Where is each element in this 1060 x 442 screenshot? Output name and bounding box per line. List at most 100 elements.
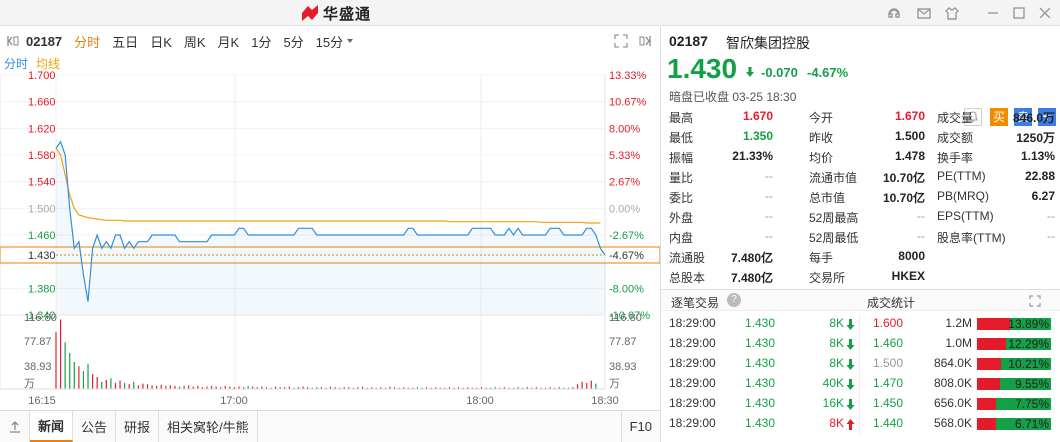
intraday-chart[interactable]: 分时 均线 1.700 13.33% 1.660 10.67% 1.620 8.00% 1.58… (0, 55, 661, 410)
stat-price: 1.450 (873, 396, 904, 410)
legend-price: 分时 (4, 57, 28, 71)
mail-icon[interactable] (916, 5, 932, 21)
chart-toolbar: 02187 分时 五日 日K 周K 月K 1分 5分 15分 (0, 27, 660, 55)
quote-name: 智欣集团控股 (726, 35, 810, 51)
stat-volume: 864.0K (933, 356, 972, 370)
stat-value: 1.478 (894, 149, 925, 163)
tab-news[interactable]: 新闻 (30, 411, 74, 442)
f10-button[interactable]: F10 (620, 411, 660, 442)
stat-value: -- (917, 209, 925, 223)
tab-1min[interactable]: 1分 (251, 34, 272, 50)
stat-label: 流通股 (669, 251, 706, 265)
time-tick-label: 17:00 (220, 395, 248, 407)
stat-value: 22.88 (1024, 169, 1055, 183)
tab-five-day[interactable]: 五日 (112, 34, 139, 50)
trade-row: 18:29:00 1.430 40K 1.470 808.0K 9.55% (661, 374, 1060, 394)
trade-time: 18:29:00 (669, 376, 716, 390)
price-tick-label: 1.540 (28, 177, 56, 189)
tab-timeshare[interactable]: 分时 (74, 34, 101, 50)
arrow-down-icon (846, 319, 855, 330)
stat-value: 21.33% (732, 149, 773, 163)
upload-icon[interactable] (0, 411, 30, 442)
trade-volume: 8K (829, 356, 844, 370)
fullscreen-icon[interactable] (614, 34, 628, 48)
stat-value: 7.480亿 (730, 271, 773, 285)
close-icon[interactable] (1037, 5, 1053, 21)
headset-icon[interactable] (886, 5, 902, 21)
trades-header: 逐笔交易 ? 成交统计 (661, 289, 1060, 311)
trade-price: 1.430 (745, 356, 776, 370)
tab-research[interactable]: 研报 (116, 411, 160, 442)
stat-value: 8000 (898, 249, 925, 263)
arrow-down-icon (846, 399, 855, 410)
stat-value: 6.27 (1031, 189, 1055, 203)
stat-value: 1.500 (894, 129, 925, 143)
chevron-down-icon[interactable] (345, 36, 355, 46)
chart-svg[interactable]: 分时 均线1.700 13.33% 1.660 10.67% 1.620 8.00% 1.58… (0, 55, 661, 410)
pct-tick-label: 0.00% (609, 203, 640, 215)
trade-row: 18:29:00 1.430 8K 1.440 568.0K 6.71% (661, 414, 1060, 434)
stat-value: -- (765, 189, 773, 203)
tab-week-k[interactable]: 周K (183, 34, 206, 50)
stat-label: 52周最高 (809, 211, 859, 225)
tab-5min[interactable]: 5分 (283, 34, 304, 50)
tab-month-k[interactable]: 月K (217, 34, 240, 50)
stat-value: 1.13% (1020, 149, 1055, 163)
price-tick-label: 1.500 (28, 203, 56, 215)
stat-value: 7.480亿 (730, 251, 773, 265)
trade-price: 1.430 (745, 416, 776, 430)
stat-value: 1.670 (894, 109, 925, 123)
stat-volume: 1.0M (945, 336, 972, 350)
brand-logo-icon (302, 5, 318, 21)
minimize-icon[interactable] (985, 5, 1001, 21)
volume-pct-label: 6.71% (1014, 417, 1049, 431)
trade-volume: 16K (822, 396, 844, 410)
stat-value: 10.70亿 (882, 191, 925, 205)
tab-day-k[interactable]: 日K (150, 34, 172, 50)
expand-icon[interactable] (1029, 295, 1041, 307)
stat-volume: 1.2M (945, 316, 972, 330)
volume-pct-bar: 10.21% (977, 357, 1051, 371)
price-line (55, 140, 606, 302)
trade-volume: 40K (822, 376, 844, 390)
app-logo: 华盛通 (300, 3, 371, 23)
pct-tick-label: 13.33% (609, 70, 647, 82)
sell-button[interactable]: 卖 (1014, 108, 1032, 126)
alert-bell-icon[interactable] (964, 108, 982, 126)
help-icon[interactable]: ? (727, 293, 741, 307)
tab-15min[interactable]: 15分 (315, 34, 344, 50)
stat-value: -- (917, 229, 925, 243)
stat-label: 最高 (669, 111, 694, 125)
tab-announcements[interactable]: 公告 (73, 411, 117, 442)
volume-tick-label-right: 77.87 (609, 336, 637, 348)
stat-label: 今开 (809, 111, 834, 125)
add-watchlist-button[interactable]: + (1038, 108, 1056, 126)
legend-avg: 均线 (36, 57, 60, 71)
price-tick-label: 1.430 (28, 250, 56, 262)
avg-line (55, 147, 601, 224)
stat-label: 量比 (669, 171, 694, 185)
shirt-icon[interactable] (944, 5, 960, 21)
pct-tick-label: -8.00% (609, 283, 644, 295)
volume-tick-label-right: 116.80 (609, 312, 642, 324)
stat-label: 昨收 (809, 131, 834, 145)
stat-label: 总股本 (669, 271, 706, 285)
stat-label: 成交量 (937, 111, 974, 125)
bottom-tabs: 新闻 公告 研报 相关窝轮/牛熊 F10 (0, 410, 660, 442)
price-tick-label: 1.660 (28, 97, 56, 109)
stat-label: 股息率(TTM) (937, 231, 1006, 245)
tab-warrants[interactable]: 相关窝轮/牛熊 (159, 411, 258, 442)
stat-label: 总市值 (809, 191, 846, 205)
stat-value: -- (765, 209, 773, 223)
pct-tick-label: -2.67% (609, 230, 644, 242)
volume-tick-label-right: 38.93 (609, 361, 637, 373)
expand-right-icon[interactable] (638, 34, 652, 48)
volume-tick-label: 万 (24, 378, 35, 390)
market-status: 暗盘已收盘 03-25 18:30 (669, 90, 797, 104)
panel-divider (660, 27, 661, 442)
maximize-icon[interactable] (1011, 5, 1027, 21)
buy-button[interactable]: 买 (990, 108, 1008, 126)
collapse-sidebar-icon[interactable] (6, 34, 20, 48)
pct-tick-label: -10.67% (609, 310, 650, 322)
stat-label: 交易所 (809, 271, 846, 285)
